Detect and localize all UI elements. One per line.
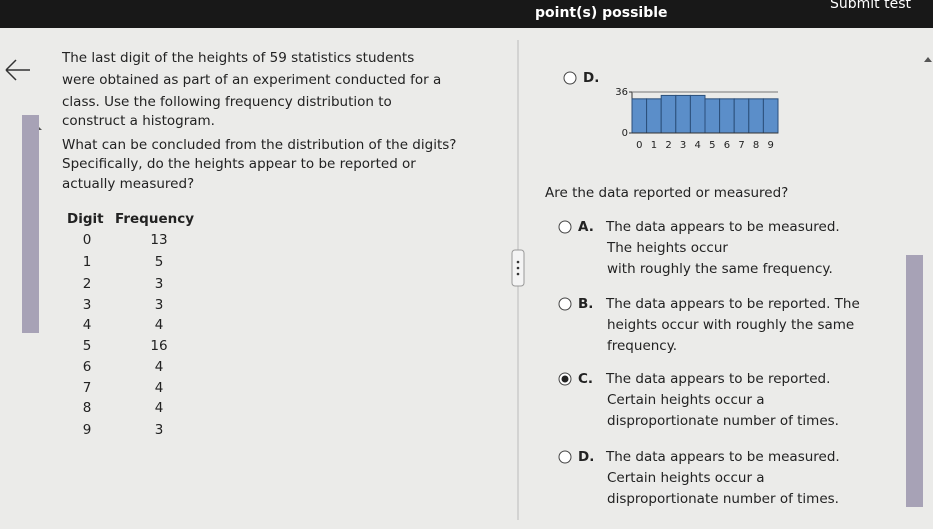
frequency-cell: 4 bbox=[155, 359, 164, 375]
x-tick-label: 2 bbox=[665, 140, 671, 151]
option-line: disproportionate number of times. bbox=[607, 491, 839, 507]
question-line: actually measured? bbox=[62, 176, 194, 192]
x-tick-label: 3 bbox=[680, 140, 686, 151]
bar bbox=[762, 98, 779, 134]
x-tick-label: 9 bbox=[768, 140, 774, 151]
digit-cell: 4 bbox=[83, 317, 92, 333]
digit-cell: 8 bbox=[83, 400, 92, 416]
x-tick-label: 7 bbox=[738, 140, 744, 151]
option-line: Certain heights occur a bbox=[607, 470, 765, 486]
option-letter: D. bbox=[578, 449, 594, 465]
radio-button[interactable] bbox=[563, 71, 577, 85]
bar bbox=[646, 98, 662, 134]
option-line: with roughly the same frequency. bbox=[607, 261, 833, 277]
bar bbox=[719, 98, 735, 134]
y-tick-label: 36 bbox=[615, 87, 628, 98]
frequency-cell: 4 bbox=[155, 317, 164, 333]
bar bbox=[689, 94, 706, 134]
left-scrollbar[interactable] bbox=[22, 115, 39, 333]
bar bbox=[660, 94, 677, 134]
digit-cell: 6 bbox=[83, 359, 92, 375]
x-tick-label: 6 bbox=[724, 140, 730, 151]
digit-cell: 5 bbox=[83, 338, 92, 354]
frequency-cell: 3 bbox=[155, 276, 164, 292]
table-header: Digit bbox=[67, 211, 104, 227]
option-line: Certain heights occur a bbox=[607, 392, 765, 408]
option-letter: B. bbox=[578, 296, 593, 312]
x-tick-label: 5 bbox=[709, 140, 715, 151]
option-line: The data appears to be measured. bbox=[605, 449, 840, 465]
frequency-cell: 3 bbox=[155, 422, 164, 438]
frequency-cell: 4 bbox=[155, 400, 164, 416]
option-line: The heights occur bbox=[606, 240, 728, 256]
digit-cell: 9 bbox=[83, 422, 92, 438]
question-line: class. Use the following frequency distr… bbox=[62, 94, 392, 110]
digit-cell: 0 bbox=[83, 232, 92, 248]
option-line: disproportionate number of times. bbox=[607, 413, 839, 429]
x-tick-label: 1 bbox=[651, 140, 657, 151]
handle-dot bbox=[516, 272, 520, 276]
scroll-up[interactable] bbox=[924, 57, 932, 62]
option-line: The data appears to be measured. bbox=[605, 219, 840, 235]
y-tick-label: 0 bbox=[622, 128, 628, 139]
question-line: construct a histogram. bbox=[62, 113, 215, 129]
bar bbox=[733, 98, 750, 134]
bar bbox=[675, 94, 691, 134]
option-line: The data appears to be reported. The bbox=[605, 296, 860, 312]
right-scrollbar[interactable] bbox=[906, 255, 923, 507]
prompt: Are the data reported or measured? bbox=[545, 185, 788, 201]
table-header: Frequency bbox=[115, 211, 194, 227]
x-tick-label: 8 bbox=[753, 140, 759, 151]
bar bbox=[631, 98, 648, 134]
frequency-cell: 4 bbox=[155, 380, 164, 396]
frequency-cell: 13 bbox=[150, 232, 167, 248]
option-letter: A. bbox=[578, 219, 594, 235]
digit-cell: 3 bbox=[83, 297, 92, 313]
question-line: What can be concluded from the distribut… bbox=[62, 137, 456, 153]
x-tick-label: 0 bbox=[636, 140, 642, 151]
bar bbox=[748, 98, 764, 134]
option-letter: D. bbox=[583, 70, 599, 86]
radio-selected bbox=[561, 375, 569, 383]
option-line: heights occur with roughly the same bbox=[607, 317, 854, 333]
digit-cell: 7 bbox=[83, 380, 92, 396]
submit-button[interactable]: Submit test bbox=[830, 0, 912, 12]
radio-button[interactable] bbox=[558, 297, 572, 311]
option-line: frequency. bbox=[607, 338, 677, 354]
question-line: Specifically, do the heights appear to b… bbox=[62, 156, 416, 172]
back-arrow[interactable] bbox=[5, 59, 30, 81]
content: The last digit of the heights of 59 stat… bbox=[61, 50, 860, 507]
digit-cell: 2 bbox=[83, 276, 92, 292]
frequency-cell: 5 bbox=[155, 254, 164, 270]
radio-button[interactable] bbox=[558, 220, 572, 234]
question-line: The last digit of the heights of 59 stat… bbox=[61, 50, 414, 66]
frequency-cell: 3 bbox=[155, 297, 164, 313]
frequency-cell: 16 bbox=[150, 338, 167, 354]
option-letter: C. bbox=[578, 371, 593, 387]
question-line: were obtained as part of an experiment c… bbox=[62, 72, 441, 88]
option-line: The data appears to be reported. bbox=[605, 371, 830, 387]
points-label: point(s) possible bbox=[535, 5, 668, 21]
top-bar bbox=[0, 0, 933, 28]
bar bbox=[704, 98, 721, 134]
handle-dot bbox=[516, 266, 520, 270]
radio-button[interactable] bbox=[558, 450, 572, 464]
handle-dot bbox=[516, 260, 520, 264]
x-tick-label: 4 bbox=[695, 140, 701, 151]
digit-cell: 1 bbox=[83, 254, 92, 270]
